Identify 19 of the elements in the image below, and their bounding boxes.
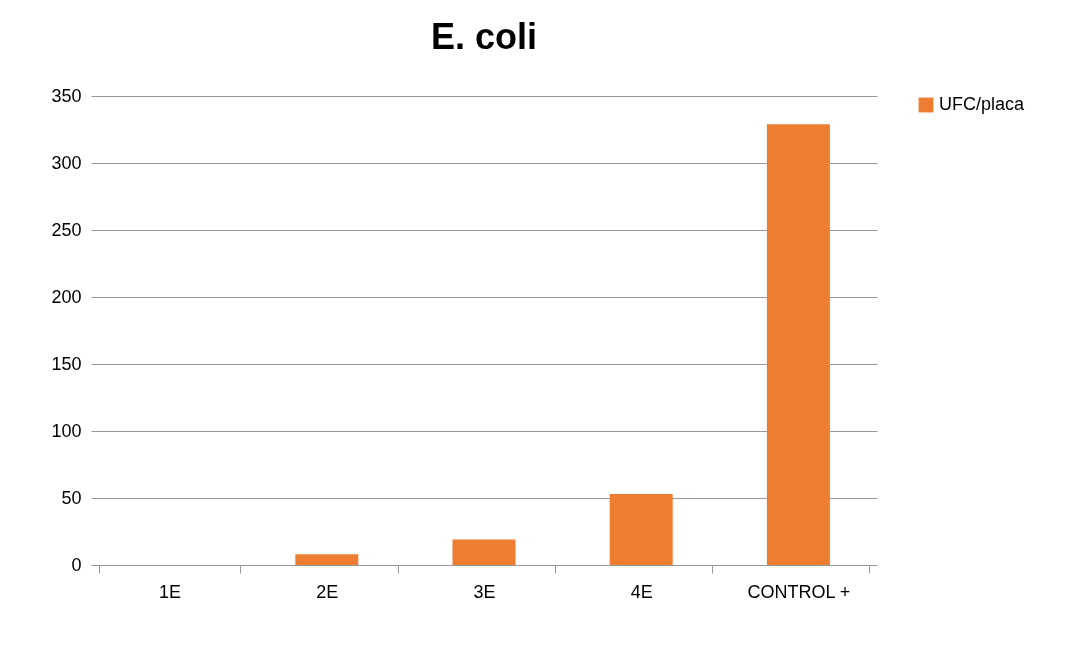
y-tick-label: 0 [71,554,82,575]
x-tick-label: CONTROL + [747,581,851,602]
bar [609,493,673,565]
y-tick-label: 100 [51,420,82,441]
y-tick-label: 50 [61,487,82,508]
x-tick-label: 3E [473,581,496,602]
legend-label: UFC/placa [939,94,1026,114]
x-tick-label: 1E [159,581,182,602]
y-tick-label: 250 [51,219,82,240]
bar [766,124,830,565]
x-tick-label: 2E [316,581,339,602]
bar [452,539,516,565]
bar [295,554,359,565]
y-tick-label: 200 [51,286,82,307]
y-tick-label: 300 [51,152,82,173]
y-tick-label: 150 [51,353,82,374]
chart-title: E. coli [430,16,538,57]
y-tick-label: 350 [51,85,82,106]
x-tick-label: 4E [630,581,653,602]
